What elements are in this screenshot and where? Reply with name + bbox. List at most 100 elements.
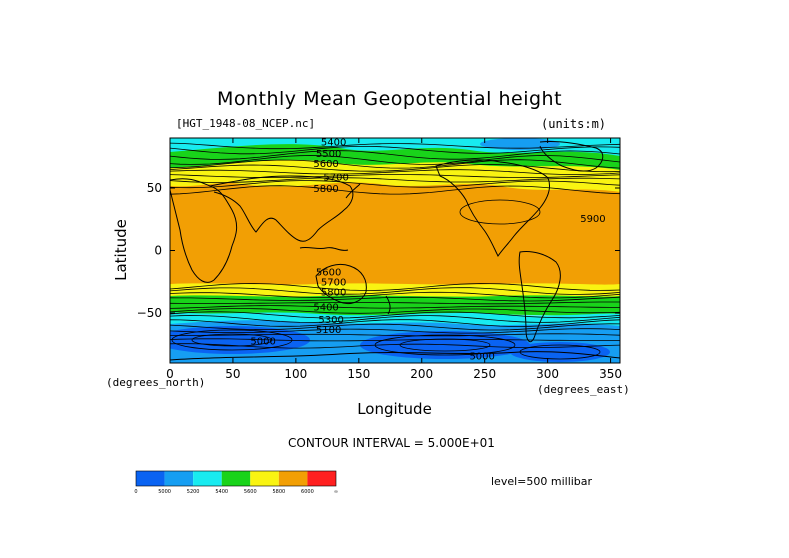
contour-line [170, 169, 620, 175]
coast-antarctica [170, 351, 620, 361]
contour-line [170, 177, 620, 184]
contour-label: 5400 [313, 303, 338, 314]
contour-line [170, 155, 620, 165]
coast-new-zealand [385, 295, 391, 315]
contour-line [170, 287, 620, 295]
x-tick-label: 250 [473, 367, 496, 381]
coastlines [170, 141, 620, 361]
contour-loop [171, 329, 293, 351]
chart-title: Monthly Mean Geopotential height [216, 88, 563, 110]
contour-line [170, 343, 620, 349]
contour-label: 5800 [313, 184, 338, 195]
contour-line [170, 296, 620, 302]
coast-north-america [435, 159, 551, 257]
band-5800-south [170, 283, 620, 299]
coast-greenland-arctic [539, 141, 604, 172]
x-tick-label: 0 [166, 367, 174, 381]
contour-line [170, 159, 620, 169]
colorbar: 0 5000 5200 5400 5600 5800 6000 ∞ [134, 470, 338, 495]
contour-loop [399, 338, 491, 352]
contour-line [170, 315, 620, 323]
contour-fills [170, 138, 620, 363]
contour-line [170, 323, 620, 331]
x-axis-units: (degrees_east) [537, 383, 630, 396]
contour-line [170, 142, 620, 150]
contour-label: 5800 [321, 288, 346, 299]
coast-africa-europe [170, 178, 238, 283]
x-tick-label: 50 [225, 367, 240, 381]
y-axis-units: (degrees_north) [106, 376, 206, 389]
contour-labels: 5400550056005700580059005600570058005400… [250, 138, 605, 362]
colorbar-swatch [278, 471, 308, 486]
coast-asia [209, 175, 354, 242]
contour-label: 5100 [316, 325, 341, 336]
colorbar-swatch [307, 471, 336, 486]
coast-australia [315, 263, 367, 305]
contour-interval-label: CONTOUR INTERVAL = 5.000E+01 [288, 436, 495, 450]
contour-line [170, 174, 620, 179]
level-label: level=500 millibar [491, 475, 593, 488]
colorbar-label: 0 [134, 489, 137, 495]
contour-label: 5900 [580, 214, 605, 225]
contour-label: 5700 [321, 278, 346, 289]
contour-label: 5600 [316, 268, 341, 279]
colorbar-swatch [136, 471, 165, 486]
contour-line [170, 328, 620, 334]
plot-area: 5400550056005700580059005600570058005400… [170, 138, 620, 363]
contour-line [170, 291, 620, 299]
x-tick-label: 200 [410, 367, 433, 381]
contour-line [170, 333, 620, 337]
colorbar-frame [135, 470, 337, 487]
contour-line [170, 180, 620, 189]
x-tick-label: 300 [536, 367, 559, 381]
contour-line [170, 305, 620, 309]
contour-lines [170, 142, 620, 360]
contour-label: 5500 [316, 149, 341, 160]
colorbar-label: 5600 [244, 489, 257, 495]
coast-indonesia [299, 246, 349, 251]
contour-label: 5400 [321, 138, 346, 149]
contour-label: 5300 [318, 315, 343, 326]
colorbar-label: 5000 [158, 489, 171, 495]
colorbar-swatch [164, 471, 194, 486]
contour-line [170, 301, 620, 305]
colorbar-swatch [221, 471, 251, 486]
contour-label: 5000 [469, 351, 494, 362]
y-axis-ticks: 50 0 −50 [137, 181, 620, 320]
y-tick-label: 50 [147, 181, 162, 195]
x-axis-label: Longitude [357, 400, 432, 418]
contour-line [170, 338, 620, 342]
contour-line [170, 311, 620, 319]
units-label: (units:m) [541, 117, 607, 131]
band-6000 [170, 182, 620, 290]
contour-line [170, 146, 620, 155]
contour-line [170, 319, 620, 327]
x-tick-label: 150 [347, 367, 370, 381]
colorbar-swatch [193, 471, 222, 486]
colorbar-label: 5800 [272, 489, 285, 495]
contour-line [170, 185, 620, 195]
contour-loop [191, 333, 273, 347]
contour-label: 5000 [250, 336, 275, 347]
contour-label: 5600 [313, 159, 338, 170]
colorbar-swatch [250, 471, 279, 486]
colorbar-label: 6000 [301, 489, 314, 495]
x-axis-ticks: 0 50 100 150 200 250 300 350 [166, 138, 622, 381]
y-tick-label: 0 [154, 244, 162, 258]
contour-line [170, 164, 620, 173]
colorbar-label: ∞ [334, 489, 338, 495]
colorbar-label: 5200 [187, 489, 200, 495]
coast-japan [345, 183, 361, 199]
contour-loop [459, 199, 541, 225]
x-tick-label: 100 [284, 367, 307, 381]
coast-south-america [518, 251, 561, 343]
contour-loop [374, 334, 516, 356]
x-tick-label: 350 [599, 367, 622, 381]
contour-line [170, 150, 620, 160]
contour-line [170, 283, 620, 291]
source-file-label: [HGT_1948-08_NCEP.nc] [176, 117, 316, 130]
contour-label: 5700 [323, 173, 348, 184]
y-tick-label: −50 [137, 306, 162, 320]
colorbar-label: 5400 [215, 489, 228, 495]
